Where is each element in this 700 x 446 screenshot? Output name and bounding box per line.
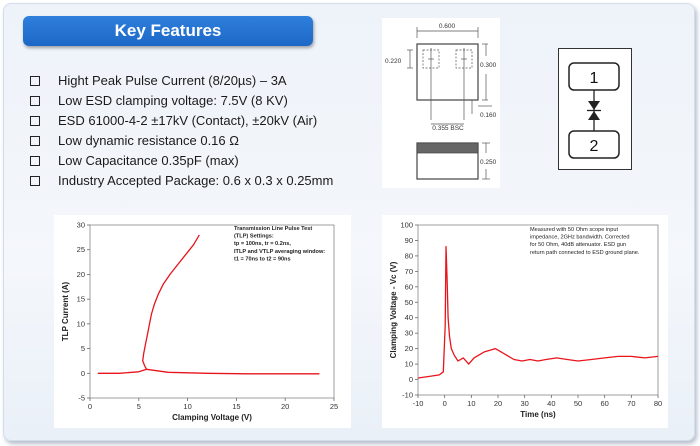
x-axis-label: Time (ns) — [520, 410, 556, 419]
x-tick-label: 20 — [281, 402, 289, 411]
y-tick-label: 20 — [405, 344, 413, 353]
y-tick-label: 30 — [405, 329, 413, 338]
feature-text: Low Capacitance 0.35pF (max) — [58, 153, 239, 168]
x-tick-label: 10 — [467, 399, 475, 408]
y-axis-label: TLP Current (A) — [61, 281, 70, 341]
x-tick-label: 60 — [600, 399, 608, 408]
feature-item: Low dynamic resistance 0.16 Ω — [30, 131, 333, 151]
x-tick-label: 0 — [88, 402, 92, 411]
x-tick-label: 50 — [574, 399, 582, 408]
y-tick-label: 10 — [77, 319, 85, 328]
package-outline-drawing: 0.600 0.220 0.300 0.160 0.355 BSC 0.250 — [382, 18, 500, 188]
feature-text: Low ESD clamping voltage: 7.5V (8 KV) — [58, 93, 288, 108]
checkbox-icon — [30, 136, 40, 146]
x-tick-label: 40 — [547, 399, 555, 408]
feature-text: Hight Peak Pulse Current (8/20µs) – 3A — [58, 73, 287, 88]
checkbox-icon — [30, 176, 40, 186]
feature-item: Low Capacitance 0.35pF (max) — [30, 151, 333, 171]
feature-text: ESD 61000-4-2 ±17kV (Contact), ±20kV (Ai… — [58, 113, 318, 128]
feature-item: Industry Accepted Package: 0.6 x 0.3 x 0… — [30, 171, 333, 191]
pin2-label: 2 — [590, 138, 599, 155]
feature-list: Hight Peak Pulse Current (8/20µs) – 3A L… — [30, 71, 333, 191]
dim-left-label: 0.220 — [385, 58, 402, 65]
y-tick-label: -10 — [402, 391, 413, 400]
dim-pitch-label: 0.355 BSC — [432, 125, 464, 132]
x-tick-label: 80 — [654, 399, 662, 408]
series-line — [417, 245, 659, 379]
x-tick-label: 30 — [520, 399, 528, 408]
y-tick-label: 0 — [81, 369, 85, 378]
y-tick-label: 10 — [405, 360, 413, 369]
dim-height-label: 0.250 — [480, 159, 497, 166]
tlp-chart: -5 0 5 10 15 20 25 30 0 5 10 15 20 25 Clamping Voltage… — [54, 215, 351, 428]
esd-clamping-chart-svg: -10 0 10 20 30 40 50 60 70 80 90 100 -10 0 10 20 30 40 50 6… — [389, 221, 662, 420]
key-features-banner: Key Features — [23, 16, 313, 46]
y-axis-label: Clamping Voltage - Vc (V) — [389, 261, 398, 358]
series-line — [146, 368, 320, 375]
feature-text: Industry Accepted Package: 0.6 x 0.3 x 0… — [58, 173, 334, 188]
schematic-symbol: 1 2 — [558, 48, 632, 170]
y-tick-label: -5 — [78, 394, 85, 403]
feature-item: Low ESD clamping voltage: 7.5V (8 KV) — [30, 91, 333, 111]
x-tick-label: 20 — [494, 399, 502, 408]
esd-clamping-chart: -10 0 10 20 30 40 50 60 70 80 90 100 -10 0 10 20 30 40 50 6… — [382, 215, 668, 428]
feature-item: Hight Peak Pulse Current (8/20µs) – 3A — [30, 71, 333, 91]
x-tick-label: 0 — [443, 399, 447, 408]
x-axis-label: Clamping Voltage (V) — [172, 413, 252, 422]
y-tick-label: 5 — [81, 344, 85, 353]
y-tick-label: 40 — [405, 313, 413, 322]
y-tick-label: 20 — [77, 270, 85, 279]
pin1-label: 1 — [590, 70, 599, 87]
x-tick-label: 25 — [330, 402, 338, 411]
y-tick-label: 100 — [400, 221, 413, 230]
dim-pad-label: 0.160 — [480, 112, 497, 119]
x-tick-label: 5 — [137, 402, 141, 411]
checkbox-icon — [30, 116, 40, 126]
chart-annotation: Transmission Line Pulse Test (TLP) Settin… — [234, 226, 325, 262]
y-tick-label: 15 — [77, 295, 85, 304]
checkbox-icon — [30, 156, 40, 166]
dim-width-label: 0.600 — [439, 23, 456, 30]
y-tick-label: 25 — [77, 245, 85, 254]
y-tick-label: 60 — [405, 282, 413, 291]
y-tick-label: 90 — [405, 236, 413, 245]
chart-annotation: Measured with 50 Ohm scope input impedanc… — [530, 227, 640, 256]
feature-text: Low dynamic resistance 0.16 Ω — [58, 133, 239, 148]
checkbox-icon — [30, 76, 40, 86]
plot-area — [89, 224, 335, 399]
plot-area — [417, 224, 659, 396]
checkbox-icon — [30, 96, 40, 106]
dim-right-label: 0.300 — [480, 62, 497, 69]
symbol-svg: 1 2 — [568, 62, 620, 159]
y-tick-label: 80 — [405, 251, 413, 260]
x-tick-label: 15 — [232, 402, 240, 411]
y-tick-label: 30 — [77, 221, 85, 230]
y-tick-label: 0 — [409, 375, 413, 384]
feature-item: ESD 61000-4-2 ±17kV (Contact), ±20kV (Ai… — [30, 111, 333, 131]
y-tick-label: 70 — [405, 267, 413, 276]
y-tick-label: 50 — [405, 298, 413, 307]
x-tick-label: 70 — [627, 399, 635, 408]
x-tick-label: 10 — [183, 402, 191, 411]
package-drawing-svg: 0.600 0.220 0.300 0.160 0.355 BSC 0.250 — [385, 23, 497, 180]
x-tick-label: -10 — [413, 399, 424, 408]
